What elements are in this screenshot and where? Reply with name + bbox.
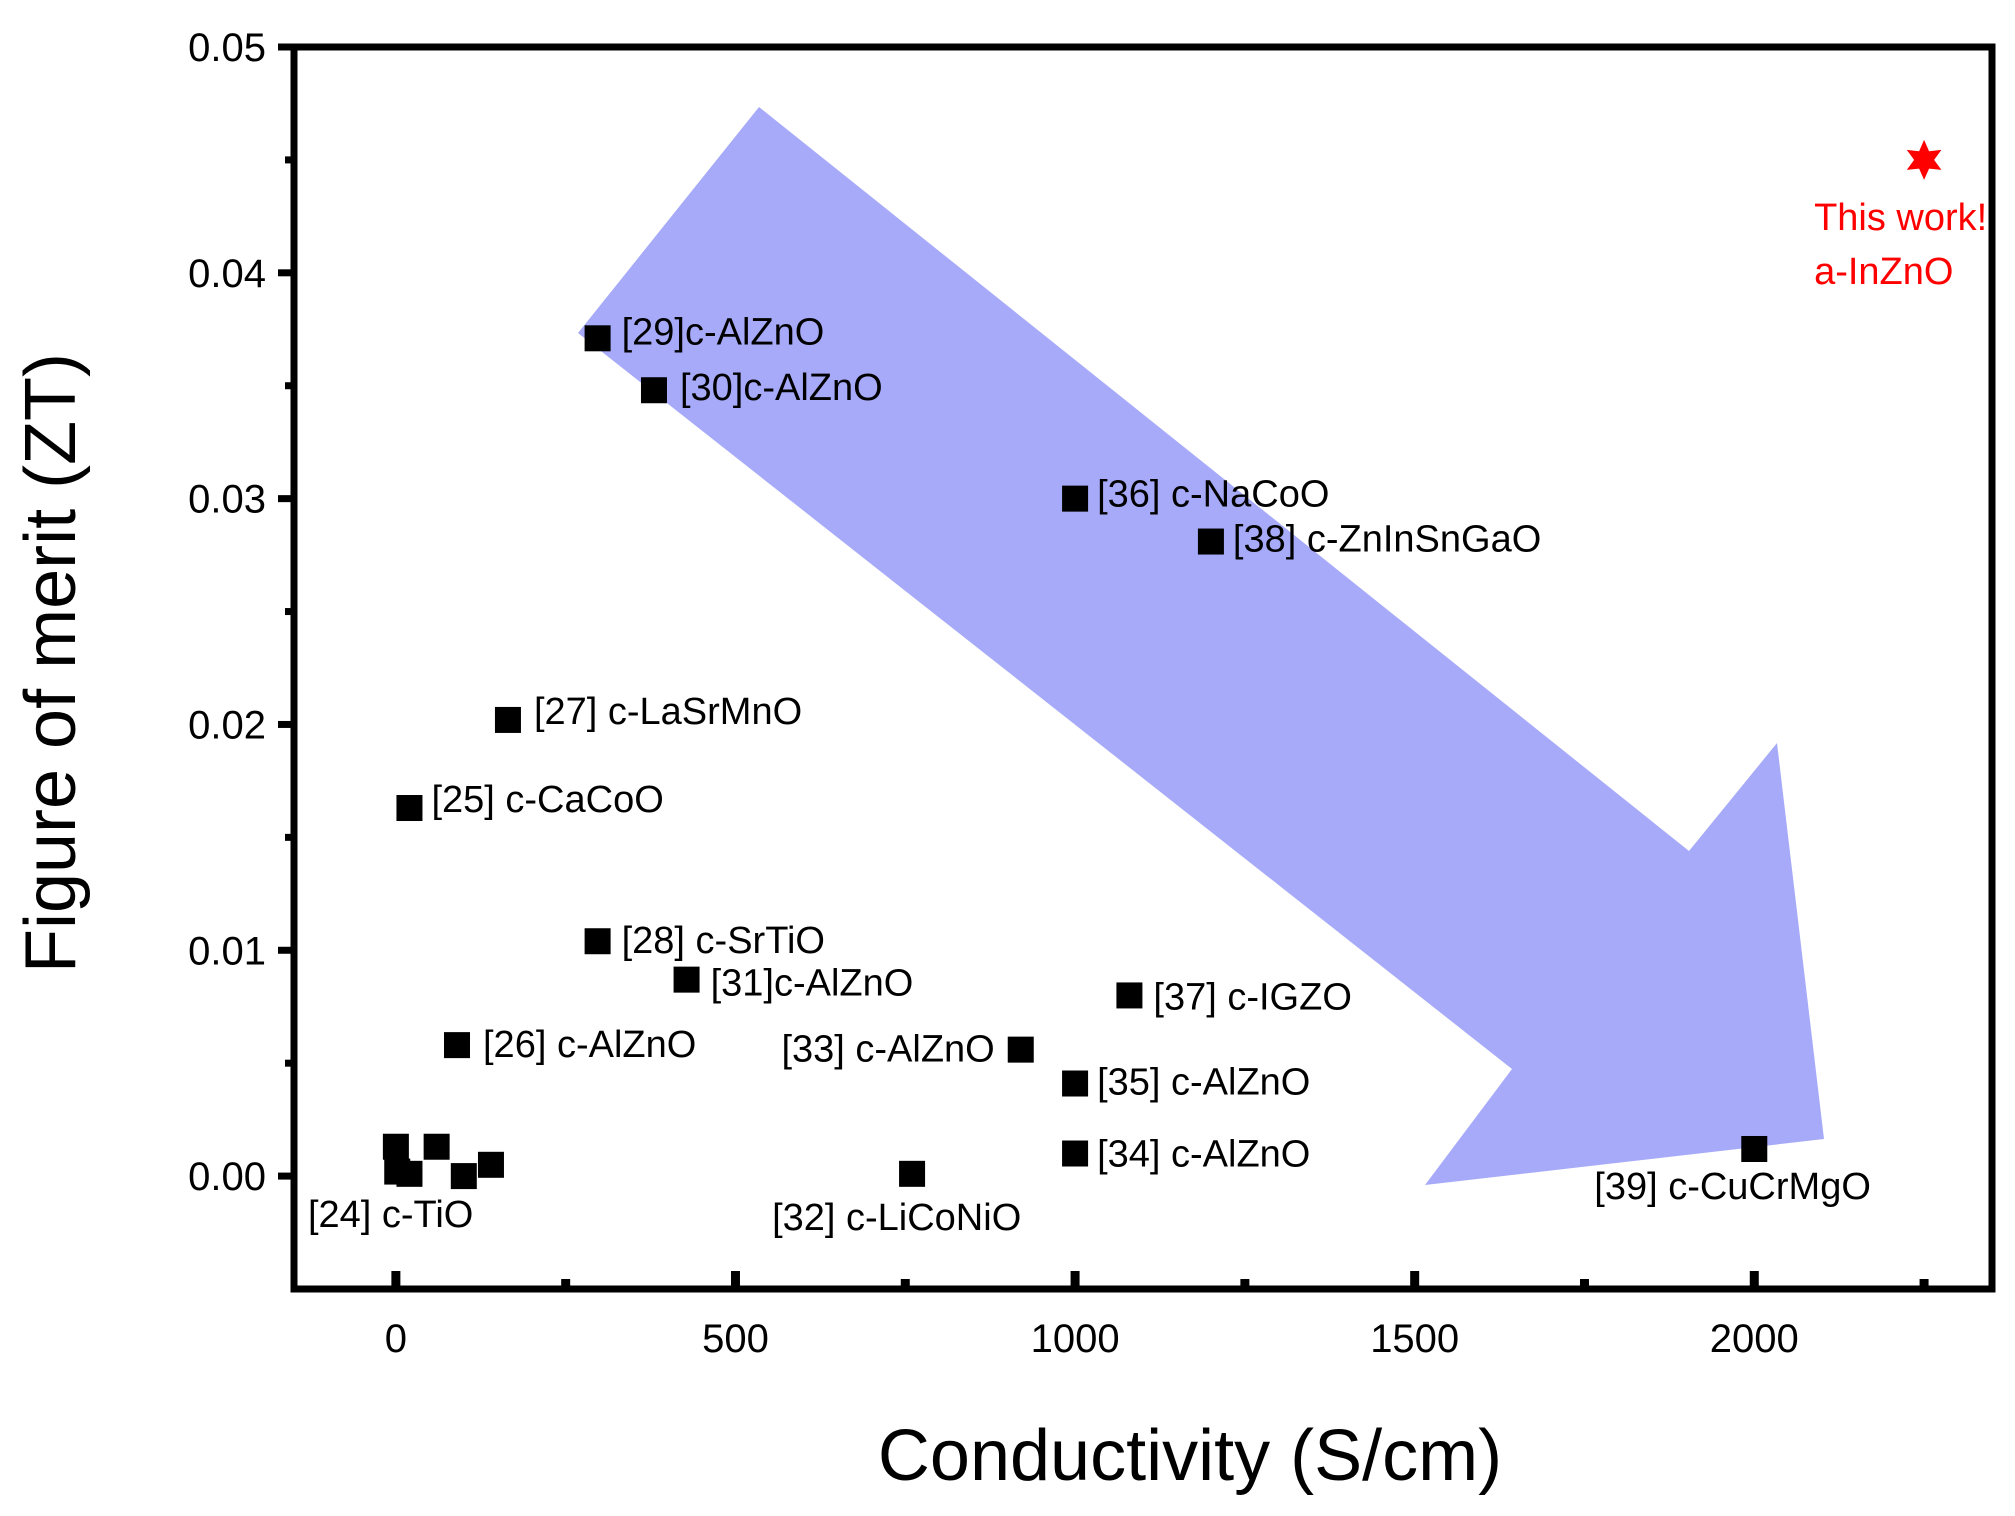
data-point-label: [31]c-AlZnO (711, 963, 914, 1005)
x-axis: 0 500 1000 1500 2000 (385, 1271, 1929, 1361)
data-point-marker (673, 966, 700, 993)
data-point-label: [28] c-SrTiO (622, 920, 825, 962)
data-point-marker (640, 377, 667, 404)
data-points: [24] c-TiO [25] c-CaCoO [26] c-AlZnO [27] c… (308, 311, 1871, 1239)
data-point-marker (1197, 528, 1224, 555)
data-point-marker (1062, 485, 1089, 512)
x-tick-label: 1500 (1370, 1317, 1459, 1361)
data-point-label: [32] c-LiCoNiO (772, 1197, 1021, 1239)
highlight-label-line1: This work! (1814, 197, 1987, 239)
data-point-label: [38] c-ZnInSnGaO (1233, 519, 1541, 561)
y-tick-label: 0.03 (188, 478, 266, 522)
data-point-label: [33] c-AlZnO (781, 1029, 994, 1071)
data-point-marker (450, 1163, 477, 1190)
data-point-label: [35] c-AlZnO (1097, 1062, 1310, 1104)
data-point-marker (1116, 982, 1143, 1009)
y-tick-label: 0.02 (188, 703, 266, 747)
y-axis-title: Figure of merit (ZT) (11, 353, 91, 973)
data-point-label: [39] c-CuCrMgO (1594, 1166, 1871, 1208)
data-point-label: [29]c-AlZnO (622, 311, 825, 353)
data-point-label: [30]c-AlZnO (680, 367, 883, 409)
data-point-label: [37] c-IGZO (1153, 976, 1351, 1018)
y-tick-label: 0.04 (188, 252, 266, 296)
highlight-label-line2: a-InZnO (1814, 251, 1953, 293)
data-point-marker (494, 706, 521, 733)
data-point-label: [36] c-NaCoO (1097, 474, 1329, 516)
highlight-star-marker (1906, 139, 1942, 180)
data-point-marker (1741, 1135, 1768, 1162)
data-point-label: [34] c-AlZnO (1097, 1134, 1310, 1176)
data-point-marker (382, 1133, 409, 1160)
data-point-marker (477, 1151, 504, 1178)
data-point-label: [24] c-TiO (308, 1194, 473, 1236)
data-point-marker (396, 795, 423, 822)
y-tick-label: 0.00 (188, 1155, 266, 1199)
data-point-label: [27] c-LaSrMnO (534, 691, 802, 733)
data-point-marker (584, 325, 611, 352)
plot-frame (290, 43, 1996, 1293)
data-point-marker (423, 1133, 450, 1160)
data-point-marker (1007, 1036, 1034, 1063)
data-point-label: [25] c-CaCoO (431, 779, 663, 821)
x-tick-label: 0 (385, 1317, 407, 1361)
data-point-marker (584, 928, 611, 955)
y-tick-label: 0.01 (188, 929, 266, 973)
x-tick-label: 500 (702, 1317, 769, 1361)
y-tick-label: 0.05 (188, 26, 266, 70)
this-work-group: This work! a-InZnO (1814, 139, 1987, 293)
data-point-marker (899, 1160, 926, 1187)
y-axis: 0.00 0.01 0.02 0.03 0.04 0.05 (188, 26, 294, 1199)
trend-arrow (578, 107, 1824, 1185)
data-point-marker (396, 1160, 423, 1187)
x-axis-title: Conductivity (S/cm) (878, 1416, 1502, 1496)
x-tick-label: 1000 (1031, 1317, 1120, 1361)
data-point-marker (1062, 1070, 1089, 1097)
x-tick-label: 2000 (1710, 1317, 1799, 1361)
data-point-marker (444, 1032, 471, 1059)
data-point-marker (1062, 1140, 1089, 1167)
data-point-label: [26] c-AlZnO (483, 1024, 696, 1066)
